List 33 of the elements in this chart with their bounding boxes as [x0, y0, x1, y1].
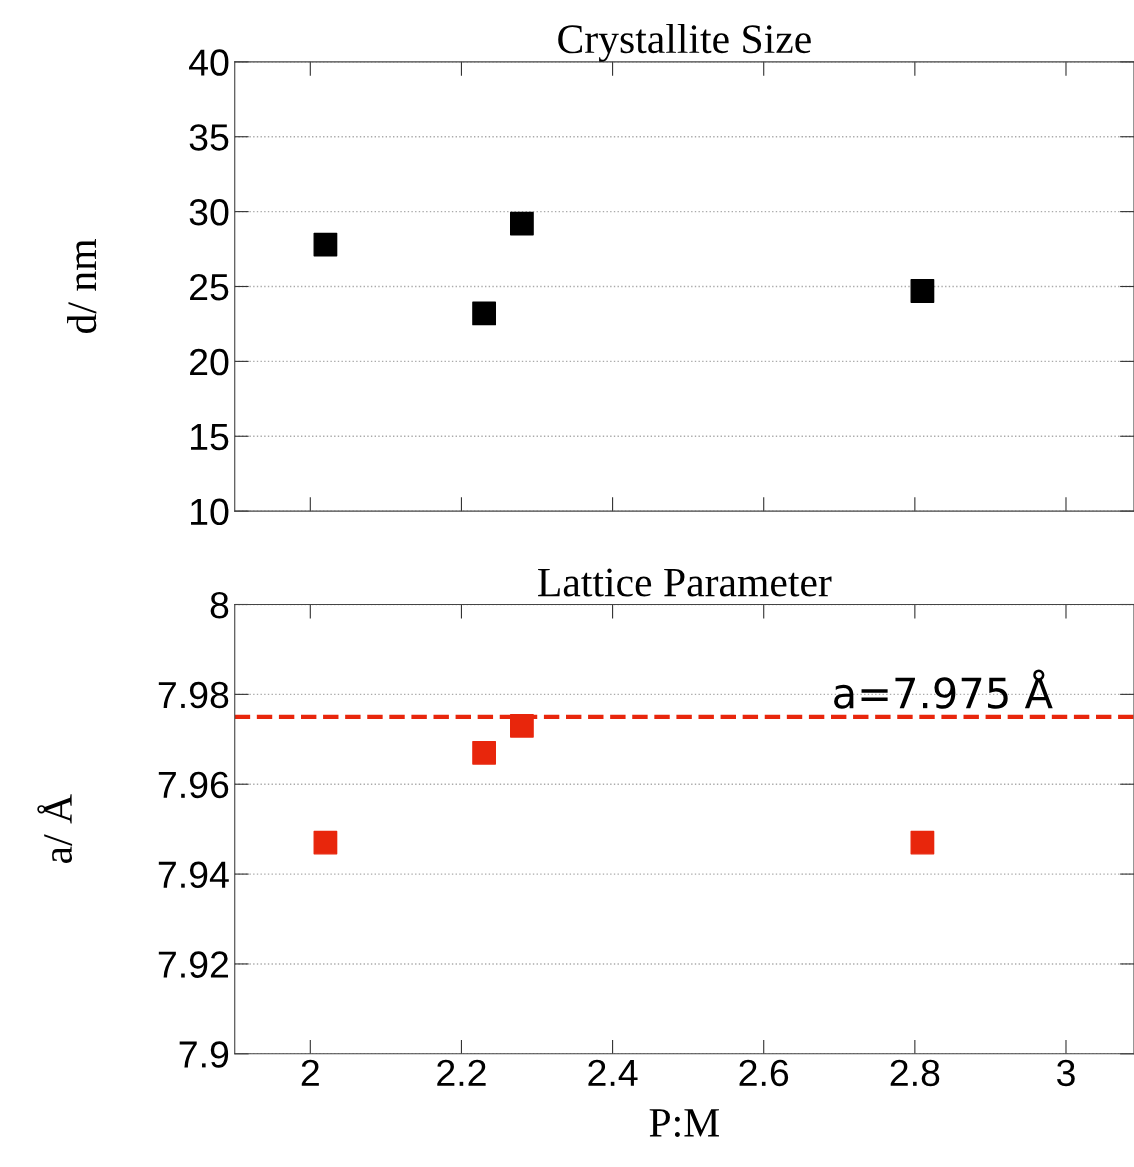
y-tick-label: 10 [191, 498, 229, 526]
point [313, 232, 338, 257]
point [472, 740, 497, 765]
point [910, 279, 935, 303]
y-tick-label: 7.92 [158, 951, 228, 978]
x-tick-label: 2.2 [437, 1059, 486, 1086]
y-tick-label: 7.96 [158, 771, 229, 799]
x-tick-label: 2.6 [739, 1059, 789, 1087]
chart-title: Crystallite Size [558, 23, 811, 62]
point [472, 301, 497, 326]
x-tick-label: 2.8 [890, 1059, 940, 1087]
x-tick-label: 2.4 [588, 1059, 638, 1086]
y-tick-label: 7.94 [158, 861, 229, 889]
y-tick-label: 7.98 [158, 681, 229, 709]
y-axis-title: a/ Å [37, 794, 73, 863]
y-tick-label: 40 [189, 49, 229, 76]
y-tick-label: 25 [190, 273, 229, 301]
y-tick-label: 8 [210, 591, 229, 619]
y-tick-label: 15 [191, 424, 229, 451]
y-tick-label: 30 [189, 199, 229, 226]
x-tick-label: 3 [1056, 1059, 1075, 1087]
y-tick-label: 35 [189, 124, 229, 151]
chart-title: Lattice Parameter [538, 568, 832, 597]
point [313, 830, 338, 855]
x-tick-label: 2 [301, 1059, 319, 1086]
point [510, 211, 534, 236]
x-axis-title: P:M [649, 1109, 720, 1138]
y-axis-title: d/ nm [67, 239, 97, 334]
y-tick-label: 20 [190, 348, 229, 376]
point [910, 830, 935, 855]
point [510, 713, 534, 738]
y-tick-label: 7.9 [179, 1041, 229, 1068]
ref-line-label: a=7.975 Å [834, 669, 1053, 709]
